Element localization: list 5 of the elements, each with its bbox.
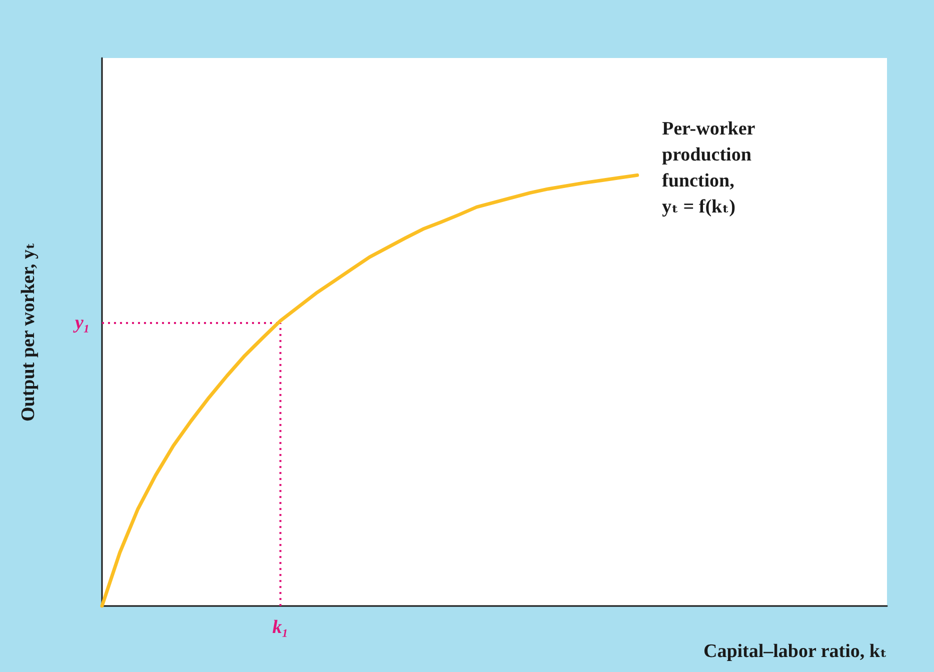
ref-line-label: y₁ xyxy=(72,312,90,334)
x-axis-title: Capital–labor ratio, kₜ xyxy=(703,641,887,662)
text: k₁ xyxy=(272,617,288,638)
y-axis-title: Output per worker, yₜ xyxy=(18,242,39,422)
annotation: Per-worker production function, yₜ = f(kₜ) xyxy=(662,118,756,218)
